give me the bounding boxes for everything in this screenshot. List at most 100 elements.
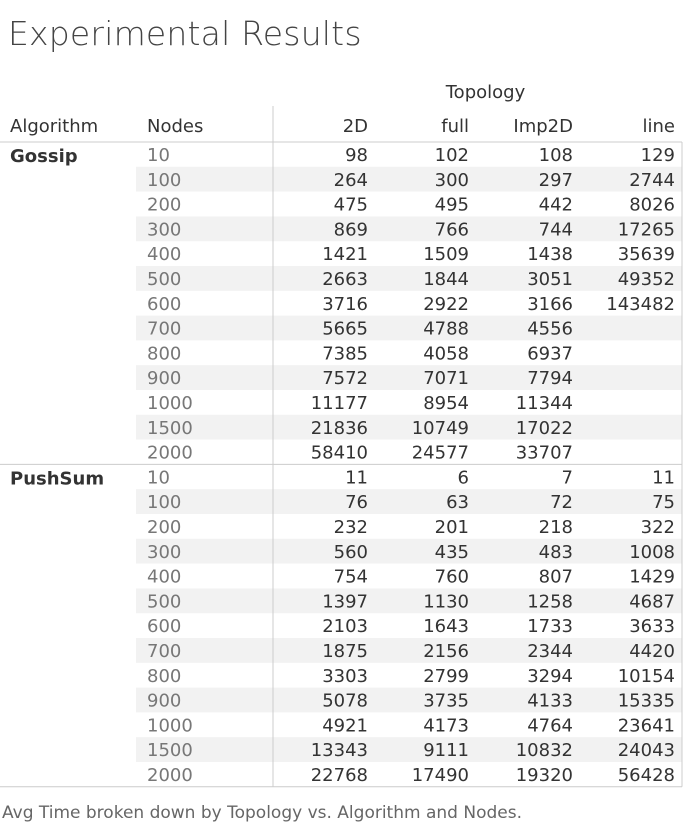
column-header: 2D	[343, 116, 368, 137]
value-cell: 98	[345, 145, 368, 166]
nodes-cell: 200	[147, 195, 181, 216]
value-cell: 11	[345, 467, 368, 488]
value-cell: 1421	[322, 244, 368, 265]
row-band	[136, 365, 682, 390]
value-cell: 1130	[423, 591, 469, 612]
value-cell: 1733	[527, 616, 573, 637]
value-cell: 3716	[322, 294, 368, 315]
value-cell: 1397	[322, 591, 368, 612]
row-band	[136, 489, 682, 514]
nodes-cell: 1500	[147, 418, 193, 439]
value-cell: 17022	[516, 418, 573, 439]
value-cell: 1875	[322, 641, 368, 662]
nodes-cell: 800	[147, 666, 181, 687]
value-cell: 24043	[618, 740, 675, 761]
value-cell: 7794	[527, 368, 573, 389]
nodes-cell: 100	[147, 492, 181, 513]
value-cell: 22768	[311, 765, 368, 786]
nodes-cell: 700	[147, 641, 181, 662]
value-cell: 10832	[516, 740, 573, 761]
value-cell: 1643	[423, 616, 469, 637]
value-cell: 49352	[618, 269, 675, 290]
column-header: full	[441, 116, 469, 137]
value-cell: 108	[539, 145, 573, 166]
page-title: Experimental Results	[8, 14, 362, 53]
value-cell: 5078	[322, 691, 368, 712]
value-cell: 63	[446, 492, 469, 513]
value-cell: 1429	[629, 567, 675, 588]
value-cell: 1258	[527, 591, 573, 612]
value-cell: 143482	[606, 294, 675, 315]
nodes-cell: 10	[147, 145, 170, 166]
nodes-cell: 1000	[147, 393, 193, 414]
value-cell: 76	[345, 492, 368, 513]
value-cell: 201	[435, 517, 469, 538]
row-band	[136, 737, 682, 762]
value-cell: 4556	[527, 319, 573, 340]
value-cell: 10749	[412, 418, 469, 439]
value-cell: 766	[435, 219, 469, 240]
value-cell: 2663	[322, 269, 368, 290]
value-cell: 4788	[423, 319, 469, 340]
value-cell: 3735	[423, 691, 469, 712]
column-header: line	[643, 116, 675, 137]
nodes-cell: 900	[147, 691, 181, 712]
row-band	[136, 414, 682, 440]
value-cell: 11	[652, 467, 675, 488]
value-cell: 7071	[423, 368, 469, 389]
value-cell: 7385	[322, 343, 368, 364]
value-cell: 11344	[516, 393, 573, 414]
nodes-cell: 500	[147, 591, 181, 612]
value-cell: 435	[435, 542, 469, 563]
value-cell: 869	[334, 219, 368, 240]
value-cell: 297	[539, 170, 573, 191]
value-cell: 4173	[423, 715, 469, 736]
column-header: Imp2D	[513, 116, 573, 137]
value-cell: 3294	[527, 666, 573, 687]
row-band	[136, 687, 682, 713]
row-band	[136, 588, 682, 614]
value-cell: 7	[562, 467, 573, 488]
row-band	[136, 266, 682, 291]
nodes-cell: 400	[147, 567, 181, 588]
value-cell: 7572	[322, 368, 368, 389]
nodes-cell: 400	[147, 244, 181, 265]
nodes-cell: 300	[147, 542, 181, 563]
value-cell: 2156	[423, 641, 469, 662]
value-cell: 322	[641, 517, 675, 538]
value-cell: 129	[641, 145, 675, 166]
value-cell: 3051	[527, 269, 573, 290]
value-cell: 560	[334, 542, 368, 563]
nodes-cell: 2000	[147, 443, 193, 464]
value-cell: 754	[334, 567, 368, 588]
value-cell: 6	[458, 467, 469, 488]
row-band	[136, 166, 682, 192]
value-cell: 2344	[527, 641, 573, 662]
value-cell: 21836	[311, 418, 368, 439]
value-cell: 2922	[423, 294, 469, 315]
column-group-label: Topology	[445, 82, 526, 103]
value-cell: 102	[435, 145, 469, 166]
algorithm-label: PushSum	[10, 468, 104, 489]
value-cell: 56428	[618, 765, 675, 786]
nodes-cell: 100	[147, 170, 181, 191]
value-cell: 3166	[527, 294, 573, 315]
table-caption: Avg Time broken down by Topology vs. Alg…	[2, 803, 522, 823]
value-cell: 4921	[322, 715, 368, 736]
row-header-nodes: Nodes	[147, 116, 203, 137]
value-cell: 264	[334, 170, 368, 191]
nodes-cell: 800	[147, 343, 181, 364]
value-cell: 75	[652, 492, 675, 513]
value-cell: 300	[435, 170, 469, 191]
value-cell: 3303	[322, 666, 368, 687]
value-cell: 475	[334, 195, 368, 216]
row-band	[136, 315, 682, 341]
value-cell: 11177	[311, 393, 368, 414]
value-cell: 58410	[311, 443, 368, 464]
row-band	[136, 638, 682, 663]
value-cell: 483	[539, 542, 573, 563]
value-cell: 33707	[516, 443, 573, 464]
value-cell: 4687	[629, 591, 675, 612]
value-cell: 6937	[527, 343, 573, 364]
nodes-cell: 600	[147, 616, 181, 637]
